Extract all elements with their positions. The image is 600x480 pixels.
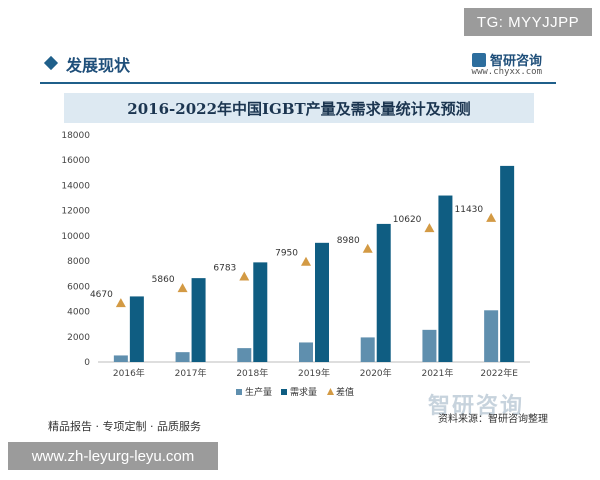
legend-swatch xyxy=(327,388,334,395)
demand-bar xyxy=(376,223,391,362)
y-tick-label: 0 xyxy=(84,358,90,368)
section-title: 发展现状 xyxy=(66,56,131,75)
brand-logo: 智研咨询 xyxy=(471,50,542,69)
production-bar xyxy=(484,310,499,362)
y-tick-label: 6000 xyxy=(67,282,90,292)
gap-marker xyxy=(486,212,497,222)
source-note: 资料来源：智研咨询整理 xyxy=(438,414,548,425)
production-bar xyxy=(422,329,437,362)
tg-tag: TG: MYYJJPP xyxy=(464,8,592,36)
demand-bar xyxy=(315,242,329,362)
chart-title: 2016-2022年中国IGBT产量及需求量统计及预测 xyxy=(64,93,534,123)
y-tick-label: 12000 xyxy=(61,207,90,217)
legend-swatch xyxy=(236,389,242,395)
production-bar xyxy=(237,348,252,362)
demand-bar xyxy=(253,262,268,362)
gap-marker xyxy=(301,256,311,266)
gap-marker xyxy=(239,271,250,281)
brand-name: 智研咨询 xyxy=(489,54,542,69)
x-tick-label: 2021年 xyxy=(421,367,453,379)
legend-label: 差值 xyxy=(336,386,354,398)
demand-bar xyxy=(438,195,453,362)
production-bar xyxy=(360,337,375,362)
gap-value-label: 4670 xyxy=(90,290,113,300)
footer-slogan: 精品报告 · 专项定制 · 品质服务 xyxy=(48,420,201,433)
brand-site: www.chyxx.com xyxy=(471,67,542,77)
x-tick-label: 2022年E xyxy=(480,367,518,379)
x-tick-label: 2019年 xyxy=(298,367,330,379)
brand-bottom-watermark: 智研咨询 xyxy=(428,394,525,419)
x-tick-label: 2016年 xyxy=(113,367,145,379)
legend-label: 需求量 xyxy=(290,386,317,398)
y-tick-label: 8000 xyxy=(67,257,90,267)
x-tick-label: 2017年 xyxy=(175,367,207,379)
watermark-url: www.zh-leyurg-leyu.com xyxy=(8,442,218,470)
gap-value-label: 10620 xyxy=(393,215,422,225)
gap-value-label: 11430 xyxy=(455,205,484,215)
brand-logo-icon xyxy=(471,52,486,67)
x-tick-label: 2018年 xyxy=(236,367,268,379)
gap-marker xyxy=(424,223,435,233)
gap-marker xyxy=(362,243,373,253)
legend-label: 生产量 xyxy=(245,386,272,398)
gap-value-label: 7950 xyxy=(275,249,298,259)
production-bar xyxy=(113,355,128,362)
y-tick-label: 16000 xyxy=(61,156,90,166)
x-tick-label: 2020年 xyxy=(360,367,392,379)
y-tick-label: 4000 xyxy=(67,308,90,318)
demand-bar xyxy=(129,296,144,362)
gap-marker xyxy=(115,298,126,308)
gap-value-label: 8980 xyxy=(337,236,360,246)
y-tick-label: 2000 xyxy=(67,333,90,343)
y-tick-label: 18000 xyxy=(61,131,90,141)
legend-swatch xyxy=(281,389,287,395)
demand-bar xyxy=(191,278,206,362)
section-header: 发展现状 智研咨询 www.chyxx.com xyxy=(40,50,556,80)
y-tick-label: 10000 xyxy=(61,232,90,242)
header-divider xyxy=(40,82,556,84)
y-tick-label: 14000 xyxy=(61,181,90,191)
gap-marker xyxy=(177,283,188,293)
production-bar xyxy=(175,352,190,362)
gap-value-label: 5860 xyxy=(152,275,175,285)
gap-value-label: 6783 xyxy=(213,263,236,273)
demand-bar xyxy=(500,165,515,362)
production-bar xyxy=(299,342,313,362)
